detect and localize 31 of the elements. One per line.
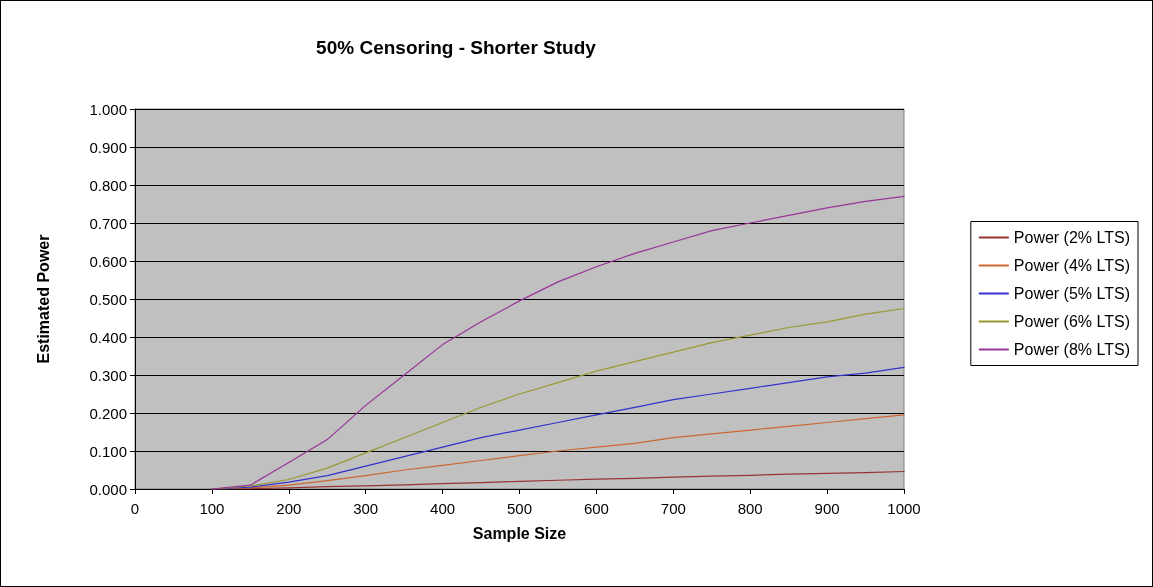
legend-label: Power (8% LTS) — [1013, 341, 1131, 358]
y-tick-label: 0.700 — [89, 214, 127, 232]
y-tick-label: 0.600 — [89, 252, 127, 270]
x-tick-label: 100 — [199, 500, 225, 517]
y-tick-label: 0.400 — [89, 328, 127, 346]
x-tick-label: 200 — [276, 500, 302, 517]
x-tick-label: 800 — [737, 500, 763, 517]
y-tick-label: 0.200 — [89, 404, 127, 422]
x-tick-label: 1000 — [887, 500, 921, 517]
y-tick-label: 0.300 — [89, 366, 127, 384]
y-tick-label: 1.000 — [89, 100, 127, 118]
y-tick-label: 0.000 — [89, 480, 127, 498]
x-tick-label: 700 — [660, 500, 686, 517]
y-tick-label: 0.800 — [89, 176, 127, 194]
x-tick-label: 0 — [130, 500, 140, 517]
x-tick-label: 500 — [506, 500, 533, 517]
legend-label: Power (6% LTS) — [1013, 313, 1131, 330]
y-tick-label: 0.900 — [89, 138, 127, 156]
line-series — [211, 195, 905, 490]
y-axis-title: Estimated Power — [34, 234, 52, 364]
x-tick-label: 300 — [353, 500, 379, 517]
legend-label: Power (4% LTS) — [1013, 257, 1131, 274]
x-axis-title: Sample Size — [472, 524, 567, 542]
x-tick-label: 900 — [814, 500, 840, 517]
legend-label: Power (5% LTS) — [1013, 285, 1131, 302]
legend-label: Power (2% LTS) — [1013, 229, 1131, 246]
x-tick-label: 600 — [583, 500, 609, 517]
chart-title: 50% Censoring - Shorter Study — [316, 37, 597, 58]
y-tick-label: 0.100 — [89, 442, 127, 460]
x-tick-label: 400 — [430, 500, 456, 517]
y-tick-label: 0.500 — [89, 290, 127, 308]
